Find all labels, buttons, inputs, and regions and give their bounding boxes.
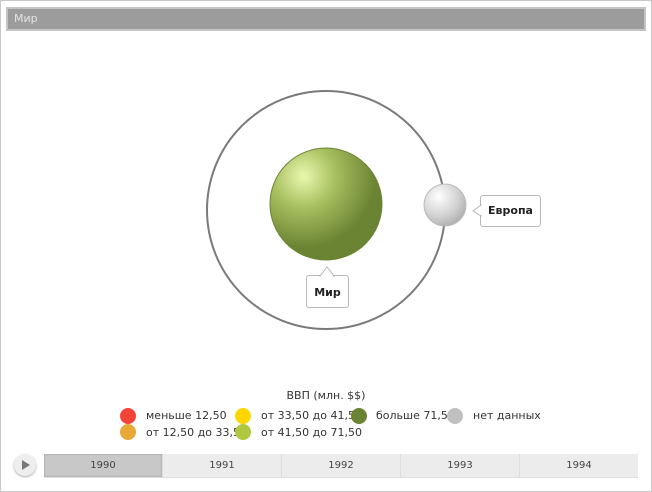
europe-callout: Европа xyxy=(480,195,541,227)
legend-item: от 12,50 до 33,50 xyxy=(146,426,247,439)
world-callout: Мир xyxy=(306,275,349,308)
legend-swatch-dark-green xyxy=(351,408,367,424)
legend-item: больше 71,50 xyxy=(376,409,455,422)
timeline-year-1993[interactable]: 1993 xyxy=(401,454,520,477)
legend-swatch-grey xyxy=(447,408,463,424)
legend-item: от 33,50 до 41,50 xyxy=(261,409,362,422)
bubble-world[interactable] xyxy=(269,147,383,261)
legend-swatch-orange xyxy=(120,424,136,440)
title-bar: Мир xyxy=(6,7,646,31)
timeline-year-1991[interactable]: 1991 xyxy=(163,454,282,477)
legend-swatch-light-green xyxy=(235,424,251,440)
play-button[interactable] xyxy=(14,454,36,476)
legend-swatch-yellow xyxy=(235,408,251,424)
title: Мир xyxy=(14,12,38,25)
legend-title: ВВП (млн. $$) xyxy=(286,389,366,402)
timeline-year-1992[interactable]: 1992 xyxy=(282,454,401,477)
timeline[interactable]: 1990 1991 1992 1993 1994 xyxy=(44,454,638,478)
legend-swatch-red xyxy=(120,408,136,424)
legend-item: нет данных xyxy=(473,409,541,422)
legend-item: меньше 12,50 xyxy=(146,409,227,422)
timeline-year-1994[interactable]: 1994 xyxy=(566,460,592,471)
legend-item: от 41,50 до 71,50 xyxy=(261,426,362,439)
bubble-europe[interactable] xyxy=(423,183,467,227)
timeline-year-1990[interactable]: 1990 xyxy=(44,454,163,477)
